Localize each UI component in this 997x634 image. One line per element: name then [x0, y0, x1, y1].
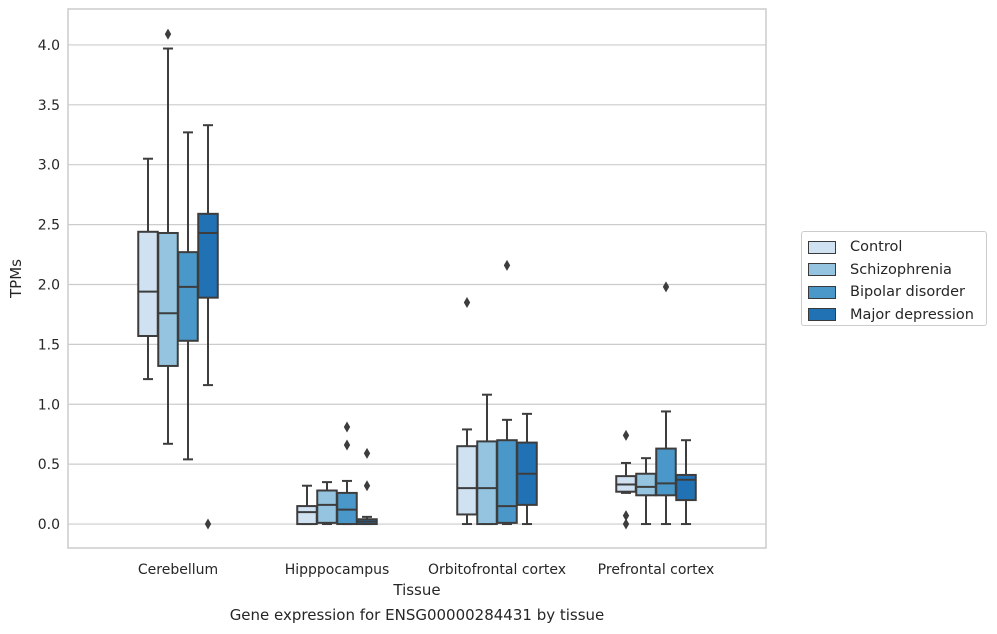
box-iqr: [655, 447, 677, 497]
outlier-marker-0: [363, 447, 371, 459]
box-iqr: [635, 472, 657, 497]
box-schizophrenia-orbitofrontal-cortex: [476, 393, 498, 526]
box-iqr: [296, 505, 318, 526]
y-tick-label-2: 1.0: [38, 397, 60, 413]
box-control-cerebellum: [137, 157, 159, 381]
legend-swatch-bipolar-disorder: [808, 285, 836, 299]
outlier-marker-1: [343, 439, 351, 451]
legend-swatch-major-depression: [808, 308, 836, 322]
box-iqr: [177, 251, 199, 342]
box-major-depression-prefrontal-cortex: [675, 439, 697, 526]
y-tick-label-3: 1.5: [38, 337, 60, 353]
outlier-marker-0: [204, 518, 212, 530]
x-tick-label-prefrontal-cortex: Prefrontal cortex: [598, 562, 715, 578]
plot-area: [137, 28, 697, 530]
outlier-marker-0: [622, 429, 630, 441]
box-schizophrenia-hipppocampus: [316, 481, 338, 526]
chart-caption: Gene expression for ENSG00000284431 by t…: [229, 606, 605, 624]
y-tick-label-6: 3.0: [38, 158, 60, 174]
legend-item-control: Control: [808, 236, 986, 259]
box-control-hipppocampus: [296, 484, 318, 526]
box-iqr: [137, 230, 159, 337]
axes: 0.0 0.5 1.0 1.5 2.0 2.5 3.0 3.5 4.0 Cerebellum Hip…: [7, 8, 767, 599]
legend-item-schizophrenia: Schizophrenia: [808, 259, 986, 282]
y-tick-label-1: 0.5: [38, 457, 60, 473]
outlier-marker-2: [622, 518, 630, 530]
box-schizophrenia-cerebellum: [157, 28, 179, 445]
outlier-marker-0: [164, 28, 172, 40]
x-tick-label-orbitofrontal-cortex: Orbitofrontal cortex: [428, 562, 566, 578]
legend-item-major-depression: Major depression: [808, 304, 986, 327]
y-tick-label-4: 2.0: [38, 277, 60, 293]
box-iqr: [456, 445, 478, 516]
box-iqr: [496, 439, 518, 524]
box-control-orbitofrontal-cortex: [456, 296, 478, 526]
legend-swatch-control: [808, 240, 836, 254]
outlier-marker-0: [503, 259, 511, 271]
y-tick-label-7: 3.5: [38, 98, 60, 114]
legend-label-bipolar-disorder: Bipolar disorder: [850, 284, 965, 301]
legend-swatch-schizophrenia: [808, 263, 836, 277]
outlier-marker-1: [622, 510, 630, 522]
box-iqr: [316, 489, 338, 524]
x-axis-title: Tissue: [392, 581, 440, 599]
box-major-depression-cerebellum: [197, 124, 219, 530]
legend: Control Schizophrenia Bipolar disorder M…: [801, 231, 987, 326]
x-tick-label-hipppocampus: Hipppocampus: [285, 562, 390, 578]
box-bipolar-disorder-hipppocampus: [336, 421, 358, 526]
box-iqr: [197, 212, 219, 299]
box-iqr: [675, 473, 697, 502]
box-schizophrenia-prefrontal-cortex: [635, 457, 657, 526]
y-tick-label-5: 2.5: [38, 218, 60, 234]
box-iqr: [476, 440, 498, 526]
legend-label-control: Control: [850, 239, 903, 256]
y-tick-label-0: 0.0: [38, 517, 60, 533]
box-bipolar-disorder-prefrontal-cortex: [655, 281, 677, 526]
x-tick-label-cerebellum: Cerebellum: [138, 562, 218, 578]
legend-item-bipolar-disorder: Bipolar disorder: [808, 281, 986, 304]
outlier-marker-0: [463, 296, 471, 308]
outlier-marker-0: [662, 281, 670, 293]
box-major-depression-hipppocampus: [356, 447, 378, 526]
legend-label-major-depression: Major depression: [850, 306, 974, 323]
outlier-marker-1: [363, 480, 371, 492]
box-bipolar-disorder-orbitofrontal-cortex: [496, 259, 518, 526]
plot-frame: [67, 8, 767, 549]
box-iqr: [157, 231, 179, 367]
box-control-prefrontal-cortex: [615, 429, 637, 530]
box-major-depression-orbitofrontal-cortex: [516, 412, 538, 526]
y-axis-title: TPMs: [7, 259, 25, 299]
legend-label-schizophrenia: Schizophrenia: [850, 261, 952, 278]
y-tick-label-8: 4.0: [38, 38, 60, 54]
outlier-marker-0: [343, 421, 351, 433]
box-iqr: [336, 491, 358, 526]
box-bipolar-disorder-cerebellum: [177, 131, 199, 461]
